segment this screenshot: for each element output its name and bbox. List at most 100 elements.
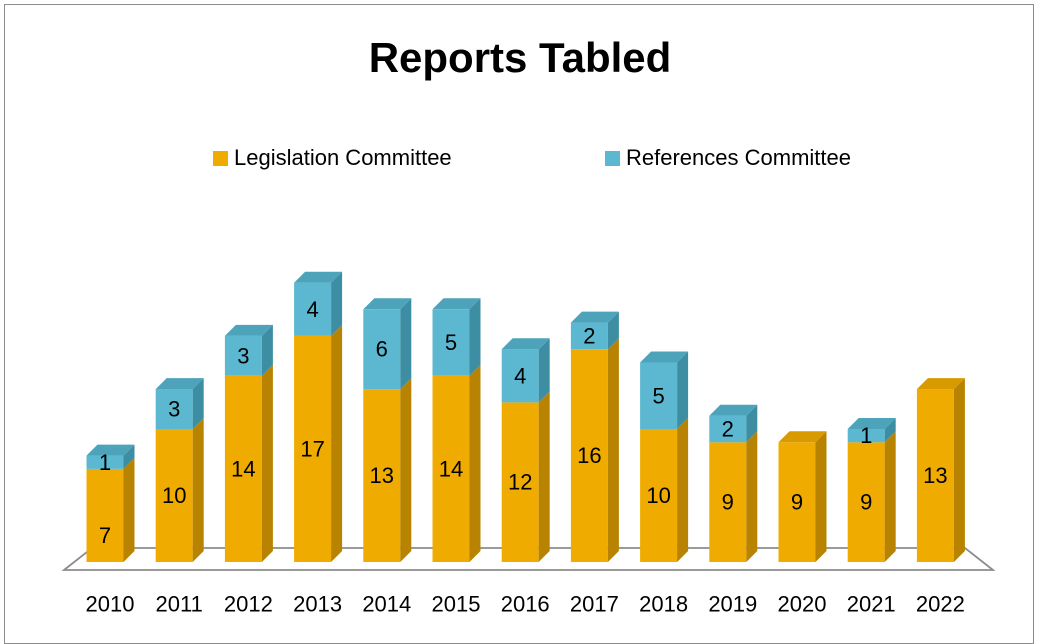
bar-legislation-2012-side bbox=[261, 364, 273, 562]
bar-legislation-2015-front bbox=[432, 375, 470, 562]
bar-legislation-2011-front bbox=[155, 429, 193, 562]
data-label-legislation-2010: 7 bbox=[99, 523, 111, 548]
bar-legislation-2022-side bbox=[953, 378, 965, 562]
bar-references-2014-front bbox=[363, 309, 401, 390]
bar-legislation-2013-side bbox=[331, 324, 343, 562]
legend-swatch-references bbox=[605, 150, 620, 166]
x-tick-label-2015: 2015 bbox=[432, 592, 481, 617]
data-label-legislation-2013: 17 bbox=[300, 436, 324, 461]
legend-swatch-legislation bbox=[213, 150, 228, 166]
bar-legislation-2019-front bbox=[709, 442, 747, 562]
bar-legislation-2021 bbox=[847, 431, 896, 562]
data-label-legislation-2012: 14 bbox=[231, 456, 255, 481]
data-label-legislation-2015: 14 bbox=[439, 456, 463, 481]
bar-references-2018-top bbox=[640, 351, 689, 363]
bar-references-2017 bbox=[570, 311, 619, 350]
bar-legislation-2019-side bbox=[746, 431, 758, 562]
x-tick-label-2018: 2018 bbox=[639, 592, 688, 617]
data-label-references-2010: 1 bbox=[99, 450, 111, 475]
x-tick-label-2010: 2010 bbox=[86, 592, 135, 617]
x-tick-label-2011: 2011 bbox=[156, 592, 203, 617]
bar-legislation-2016-side bbox=[538, 391, 550, 562]
bar-references-2013-top bbox=[294, 271, 343, 283]
chart-legend: Legislation Committee References Committ… bbox=[0, 145, 1040, 175]
data-label-references-2014: 6 bbox=[376, 337, 388, 362]
bar-references-2021-side bbox=[884, 418, 896, 443]
bar-legislation-2014 bbox=[363, 378, 412, 562]
bar-references-2013-side bbox=[331, 271, 343, 336]
bar-legislation-2018-front bbox=[640, 429, 678, 562]
bar-references-2014-side bbox=[400, 298, 412, 390]
bar-legislation-2020-top bbox=[778, 431, 827, 443]
bar-legislation-2015-side bbox=[469, 364, 481, 562]
bar-references-2016-top bbox=[501, 338, 550, 350]
bar-references-2013-front bbox=[294, 282, 332, 336]
bar-references-2021 bbox=[847, 418, 896, 443]
x-tick-label-2014: 2014 bbox=[362, 592, 411, 617]
bar-legislation-2021-front bbox=[847, 442, 885, 562]
bar-references-2016-front bbox=[501, 349, 539, 403]
data-label-references-2018: 5 bbox=[652, 383, 664, 408]
legend-item-legislation: Legislation Committee bbox=[213, 145, 452, 171]
bar-references-2017-front bbox=[570, 322, 608, 350]
bar-references-2017-side bbox=[607, 311, 619, 350]
bar-references-2017-top bbox=[570, 311, 619, 323]
bar-legislation-2011 bbox=[155, 418, 204, 562]
bar-legislation-2017-front bbox=[570, 349, 608, 562]
bar-references-2019-top bbox=[709, 404, 758, 416]
bar-legislation-2016-front bbox=[501, 402, 539, 562]
data-label-legislation-2019: 9 bbox=[722, 490, 734, 515]
bar-legislation-2020-front bbox=[778, 442, 816, 562]
bar-references-2021-front bbox=[847, 429, 885, 443]
chart-title: Reports Tabled bbox=[368, 34, 672, 81]
bar-legislation-2020 bbox=[778, 431, 827, 562]
bar-legislation-2013 bbox=[294, 324, 343, 562]
bar-legislation-2010 bbox=[86, 457, 135, 562]
data-label-legislation-2011: 10 bbox=[162, 483, 186, 508]
data-label-legislation-2014: 13 bbox=[370, 463, 394, 488]
bar-legislation-2017-side bbox=[607, 338, 619, 562]
bar-references-2016 bbox=[501, 338, 550, 403]
data-label-references-2013: 4 bbox=[306, 297, 318, 322]
legend-label-references: References Committee bbox=[626, 145, 851, 170]
bar-references-2014 bbox=[363, 298, 412, 390]
data-label-references-2021: 1 bbox=[860, 423, 872, 448]
bar-legislation-2022-front bbox=[916, 389, 954, 562]
bar-references-2015 bbox=[432, 298, 481, 376]
data-label-references-2011: 3 bbox=[168, 397, 180, 422]
bar-references-2016-side bbox=[538, 338, 550, 403]
bar-references-2019 bbox=[709, 404, 758, 443]
data-label-legislation-2021: 9 bbox=[860, 490, 872, 515]
bar-references-2012-front bbox=[224, 335, 262, 376]
bar-references-2015-front bbox=[432, 309, 470, 376]
x-tick-label-2012: 2012 bbox=[224, 592, 273, 617]
data-label-legislation-2017: 16 bbox=[577, 443, 601, 468]
x-tick-label-2020: 2020 bbox=[778, 592, 827, 617]
bar-references-2011-top bbox=[155, 378, 204, 390]
data-label-legislation-2020: 9 bbox=[791, 490, 803, 515]
bar-references-2012-side bbox=[261, 324, 273, 376]
bar-legislation-2015 bbox=[432, 364, 481, 562]
bar-references-2010 bbox=[86, 444, 135, 469]
bar-references-2010-side bbox=[123, 444, 135, 469]
data-label-references-2012: 3 bbox=[237, 343, 249, 368]
data-label-references-2017: 2 bbox=[583, 323, 595, 348]
x-tick-label-2022: 2022 bbox=[916, 592, 965, 617]
bar-legislation-2010-front bbox=[86, 468, 124, 562]
bar-legislation-2012-front bbox=[224, 375, 262, 562]
x-tick-label-2021: 2021 bbox=[847, 592, 896, 617]
legend-item-references: References Committee bbox=[605, 145, 851, 171]
bar-references-2015-side bbox=[469, 298, 481, 376]
bar-legislation-2019 bbox=[709, 431, 758, 562]
bar-legislation-2018 bbox=[640, 418, 689, 562]
bar-references-2018-front bbox=[640, 362, 678, 429]
bar-references-2019-front bbox=[709, 415, 747, 443]
bar-legislation-2018-side bbox=[677, 418, 689, 562]
bar-legislation-2014-front bbox=[363, 389, 401, 562]
bar-references-2018-side bbox=[677, 351, 689, 429]
bar-references-2013 bbox=[294, 271, 343, 336]
bar-legislation-2021-side bbox=[884, 431, 896, 562]
data-label-references-2016: 4 bbox=[514, 363, 526, 388]
x-tick-label-2017: 2017 bbox=[570, 592, 619, 617]
